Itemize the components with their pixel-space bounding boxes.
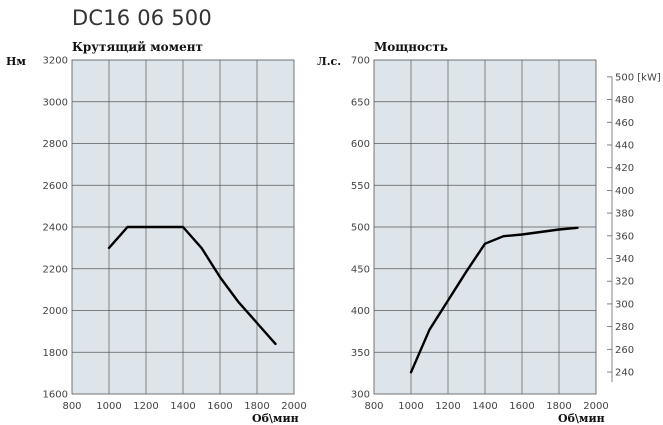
torque-chart-title: Крутящий момент (72, 40, 203, 54)
torque-x-tick-label: 1600 (207, 401, 232, 412)
power-kw-tick-label: 340 (615, 254, 634, 265)
power-kw-tick-label: 260 (615, 345, 634, 356)
torque-y-tick-label: 2400 (43, 223, 68, 234)
power-x-tick-label: 800 (364, 401, 383, 412)
torque-y-unit: Нм (6, 55, 26, 68)
power-kw-tick-label: 380 (615, 209, 634, 220)
power-y-tick-label: 300 (351, 390, 370, 401)
torque-curve (107, 225, 277, 346)
torque-chart: Крутящий момент Нм Об\мин 800 1000 1200 140… (6, 40, 307, 425)
power-chart-title: Мощность (374, 40, 448, 54)
torque-y-tick-label: 3000 (43, 97, 68, 108)
power-x-unit: Об\мин (558, 412, 605, 425)
power-kw-tick-label: 440 (615, 140, 634, 151)
torque-x-tick-label: 800 (62, 401, 81, 412)
torque-x-tick-label: 1800 (244, 401, 269, 412)
torque-y-tick-label: 3200 (43, 56, 68, 67)
torque-y-tick-label: 1800 (43, 348, 68, 359)
torque-x-unit: Об\мин (252, 412, 299, 425)
torque-y-tick-label: 1600 (43, 390, 68, 401)
power-y-tick-label: 550 (351, 181, 370, 192)
power-kw-tick-label: 300 (615, 299, 634, 310)
torque-y-tick-label: 2800 (43, 139, 68, 150)
power-y-tick-label: 400 (351, 306, 370, 317)
power-kw-tick-label: 460 (615, 118, 634, 129)
power-kw-tick-label: 400 (615, 186, 634, 197)
power-kw-tick-label: 360 (615, 231, 634, 242)
power-x-tick-label: 1400 (472, 401, 497, 412)
power-y-tick-label: 650 (351, 97, 370, 108)
power-kw-tick-label: 480 (615, 95, 634, 106)
torque-x-tick-label: 1200 (133, 401, 158, 412)
power-y-unit: Л.с. (317, 55, 341, 68)
power-y-tick-label: 500 (351, 223, 370, 234)
power-x-tick-label: 2000 (583, 401, 608, 412)
power-y-tick-label: 600 (351, 139, 370, 150)
power-kw-tick-label: 280 (615, 322, 634, 333)
torque-x-tick-label: 1000 (96, 401, 121, 412)
torque-x-tick-label: 2000 (281, 401, 306, 412)
power-kw-tick-label: 320 (615, 277, 634, 288)
power-x-tick-label: 1000 (398, 401, 423, 412)
power-kw-tick-label: 420 (615, 163, 634, 174)
torque-y-tick-label: 2200 (43, 264, 68, 275)
power-x-tick-label: 1800 (546, 401, 571, 412)
power-kw-tick-label: 240 (615, 368, 634, 379)
power-x-tick-label: 1600 (509, 401, 534, 412)
page-title: DC16 06 500 (72, 6, 212, 30)
power-y-tick-label: 350 (351, 348, 370, 359)
power-chart: Мощность Л.с. Об\мин 800 1000 1200 1400 1600… (317, 40, 661, 425)
torque-x-tick-label: 1400 (170, 401, 195, 412)
power-curve (409, 226, 579, 374)
torque-y-tick-label: 2000 (43, 306, 68, 317)
power-y-tick-label: 700 (351, 56, 370, 67)
power-x-tick-label: 1200 (435, 401, 460, 412)
torque-y-tick-label: 2600 (43, 181, 68, 192)
power-kw-tick-label: 500 [kW] (615, 72, 661, 83)
power-y-tick-label: 450 (351, 264, 370, 275)
